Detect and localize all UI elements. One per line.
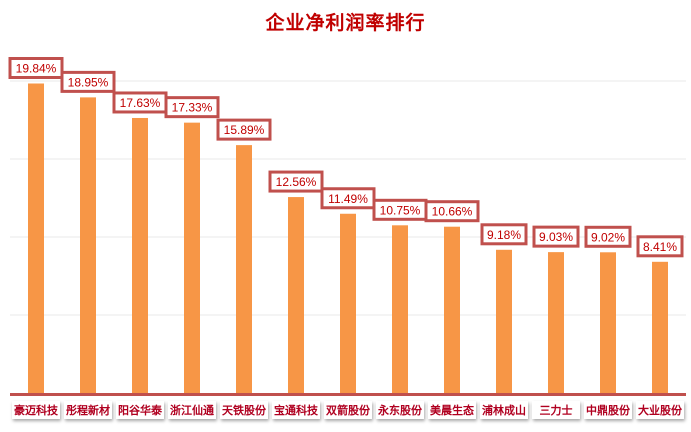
bar [496, 249, 512, 393]
category-label-box [376, 401, 424, 419]
category-label-box [428, 401, 476, 419]
data-label-box [584, 225, 632, 248]
data-label: 10.66% [432, 205, 473, 219]
data-label-box [8, 56, 64, 79]
data-label: 8.41% [643, 240, 677, 254]
chart-title: 企业净利润率排行 [265, 12, 426, 34]
category-label: 浙江仙通 [170, 403, 214, 417]
data-label-box [424, 200, 480, 223]
category-label: 宝通科技 [274, 403, 319, 417]
data-label-box [60, 70, 116, 93]
bar [340, 213, 356, 393]
category-label: 永东股份 [377, 403, 423, 417]
category-label: 三力士 [540, 403, 573, 417]
category-label: 天铁股份 [222, 403, 267, 417]
bar [132, 117, 148, 394]
category-label-box [64, 401, 112, 419]
data-label-box [480, 223, 528, 246]
data-label: 11.49% [328, 192, 368, 206]
category-label: 浦林成山 [482, 403, 526, 417]
category-label: 中鼎股份 [586, 403, 631, 417]
bar [652, 261, 668, 393]
category-label: 大业股份 [638, 403, 683, 417]
data-label: 9.18% [487, 228, 521, 242]
category-label: 彤程新材 [66, 403, 110, 417]
x-axis-line [10, 393, 686, 396]
category-label-box [168, 401, 216, 419]
category-label-box [532, 401, 580, 419]
data-label: 9.03% [539, 230, 573, 244]
data-label-box [636, 235, 684, 258]
data-label: 12.56% [276, 175, 317, 189]
data-label: 17.63% [120, 96, 161, 110]
bar [600, 252, 616, 393]
category-label-box [584, 401, 632, 419]
bar [288, 197, 304, 393]
bar [392, 225, 408, 393]
category-label-box [116, 401, 164, 419]
data-label: 19.84% [16, 61, 57, 75]
bar [184, 122, 200, 393]
category-label-box [480, 401, 528, 419]
data-label: 17.33% [172, 101, 213, 115]
data-label-box [268, 170, 324, 193]
data-label: 10.75% [380, 203, 421, 217]
bar [28, 83, 44, 393]
data-label-box [532, 225, 580, 248]
data-label: 15.89% [224, 123, 265, 137]
category-label: 美晨生态 [430, 403, 474, 417]
category-label-box [220, 401, 268, 419]
data-label-box [320, 187, 376, 210]
category-label-box [12, 401, 60, 419]
category-label: 双箭股份 [326, 403, 371, 417]
category-label-box [324, 401, 372, 419]
category-label: 豪迈科技 [14, 403, 59, 417]
bar [444, 226, 460, 393]
category-label-box [636, 401, 684, 419]
bar [548, 252, 564, 393]
data-label-box [164, 96, 220, 119]
data-label: 9.02% [591, 230, 625, 244]
bar [236, 145, 252, 393]
data-label: 18.95% [68, 75, 109, 89]
data-label-box [216, 118, 272, 141]
bar [80, 97, 96, 393]
category-label-box [272, 401, 320, 419]
category-label: 阳谷华泰 [118, 403, 163, 417]
